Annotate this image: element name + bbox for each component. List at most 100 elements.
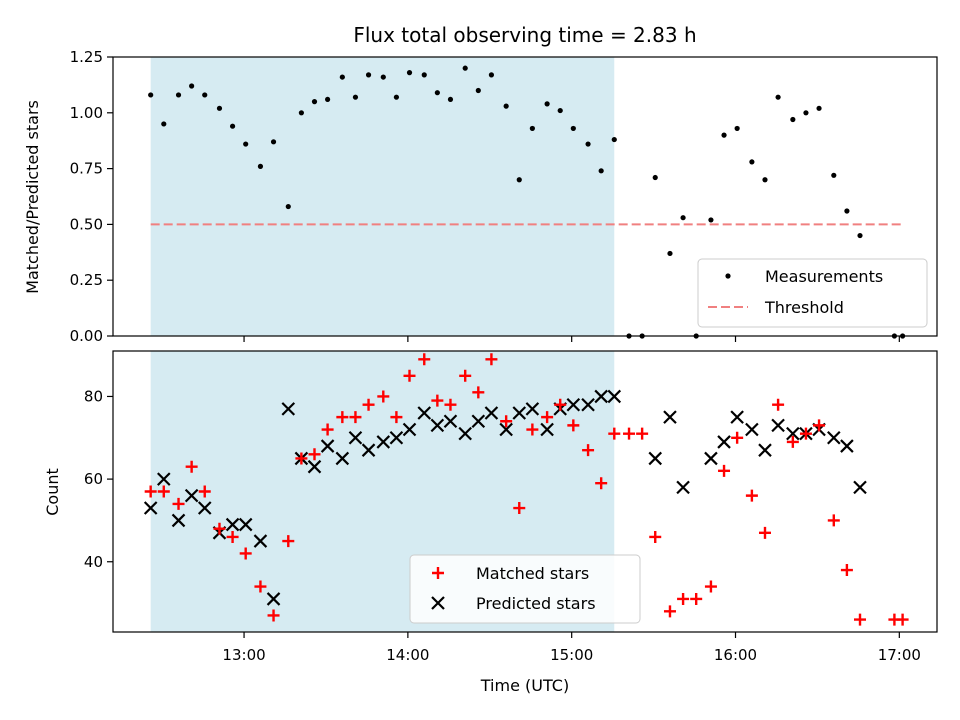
top-x-ticks (243, 336, 900, 342)
x-tick-label: 14:00 (386, 646, 429, 664)
matched-star-point (854, 613, 867, 626)
measurement-point (229, 123, 236, 129)
measurement-point (393, 94, 400, 100)
y-tick-label: 80 (84, 387, 103, 405)
matched-star-point (677, 592, 690, 605)
measurement-points (148, 65, 906, 339)
measurement-point (680, 215, 686, 221)
matched-star-point (349, 411, 362, 424)
y-tick-label: 0.00 (70, 327, 103, 345)
bottom-panel: 40 60 80 13:00 14:00 15:00 16:00 17:00 Count T… (43, 350, 938, 695)
predicted-star-point (376, 435, 391, 449)
measurement-point (708, 217, 714, 223)
predicted-star-point (335, 451, 350, 466)
matched-star-point (282, 535, 295, 548)
measurement-point (243, 141, 249, 147)
predicted-star-point (594, 389, 608, 404)
matched-star-point (295, 452, 308, 465)
predicted-star-point (771, 418, 785, 433)
matched-star-point (185, 460, 198, 473)
matched-star-point (731, 431, 744, 444)
top-panel: 0.00 0.25 0.50 0.75 1.00 1.25 Matched/Predict… (23, 48, 938, 345)
predicted-star-point (484, 406, 499, 420)
predicted-star-point (786, 426, 800, 441)
measurement-point (503, 103, 509, 109)
matched-star-point (595, 477, 608, 490)
predicted-star-point (676, 480, 690, 495)
predicted-star-point (238, 517, 253, 532)
matched-star-point (213, 522, 226, 535)
measurement-point (462, 65, 468, 71)
predicted-star-point (458, 426, 472, 441)
predicted-star-point (197, 501, 212, 515)
measurement-point (325, 96, 331, 103)
top-axes-frame (112, 56, 938, 337)
matched-star-point (623, 427, 636, 440)
measurement-point (216, 105, 223, 111)
y-tick-label: 0.50 (70, 215, 103, 233)
legend-measurements-marker (725, 273, 731, 279)
y-tick-label: 0.25 (70, 271, 103, 289)
predicted-star-point (266, 592, 281, 606)
measurement-point (857, 232, 863, 239)
measurement-point (257, 163, 264, 169)
measurement-point (598, 168, 604, 174)
measurement-point (380, 74, 386, 80)
matched-star-point (786, 435, 799, 448)
predicted-star-point (648, 451, 663, 466)
measurement-point (544, 101, 550, 107)
predicted-star-point (758, 443, 772, 457)
x-tick-label: 13:00 (222, 646, 265, 664)
matched-stars-points (144, 353, 909, 626)
predicted-star-point (840, 439, 854, 453)
matched-star-point (541, 411, 554, 424)
matched-star-point (840, 564, 853, 577)
predicted-star-point (745, 422, 759, 437)
matched-star-point (157, 485, 170, 498)
matched-star-point (308, 448, 321, 461)
measurement-point (365, 72, 372, 78)
measurement-point (175, 92, 182, 98)
matched-star-point (144, 485, 157, 498)
bottom-legend: Matched stars Predicted stars (409, 554, 641, 624)
matched-star-point (608, 427, 621, 440)
top-legend-box (697, 258, 928, 328)
matched-star-point (336, 411, 349, 424)
matched-star-point (431, 394, 444, 407)
matched-star-point (718, 464, 731, 477)
predicted-star-point (157, 472, 171, 486)
x-tick-label: 16:00 (714, 646, 757, 664)
matched-star-point (321, 423, 334, 436)
measurement-point (570, 125, 576, 132)
legend-matched-marker (432, 567, 444, 579)
measurement-point (803, 110, 809, 116)
matched-star-point (172, 497, 185, 510)
measurement-point (734, 125, 740, 132)
predicted-star-point (281, 402, 296, 416)
measurement-point (434, 90, 440, 96)
bottom-y-axis-label: Count (43, 468, 62, 516)
predicted-star-point (348, 431, 363, 445)
legend-matched-label: Matched stars (476, 564, 589, 583)
legend-predicted-label: Predicted stars (476, 594, 596, 613)
measurement-point (148, 92, 154, 98)
measurement-point (790, 116, 796, 123)
predicted-star-point (253, 534, 268, 548)
legend-threshold-label: Threshold (764, 298, 844, 317)
measurement-point (585, 141, 591, 147)
measurement-point (311, 99, 318, 105)
predicted-star-point (566, 397, 581, 412)
y-tick-label: 40 (84, 553, 103, 571)
predicted-star-point (402, 422, 417, 437)
matched-star-point (758, 526, 771, 539)
predicted-stars-points (143, 389, 867, 606)
matched-star-point (267, 609, 280, 622)
predicted-star-point (717, 435, 731, 449)
x-tick-label: 17:00 (878, 646, 921, 664)
x-axis-label: Time (UTC) (480, 676, 569, 695)
predicted-star-point (361, 443, 376, 457)
measurement-point (475, 87, 481, 94)
y-tick-label: 0.75 (70, 160, 103, 178)
matched-star-point (813, 419, 826, 432)
predicted-star-point (320, 439, 335, 453)
